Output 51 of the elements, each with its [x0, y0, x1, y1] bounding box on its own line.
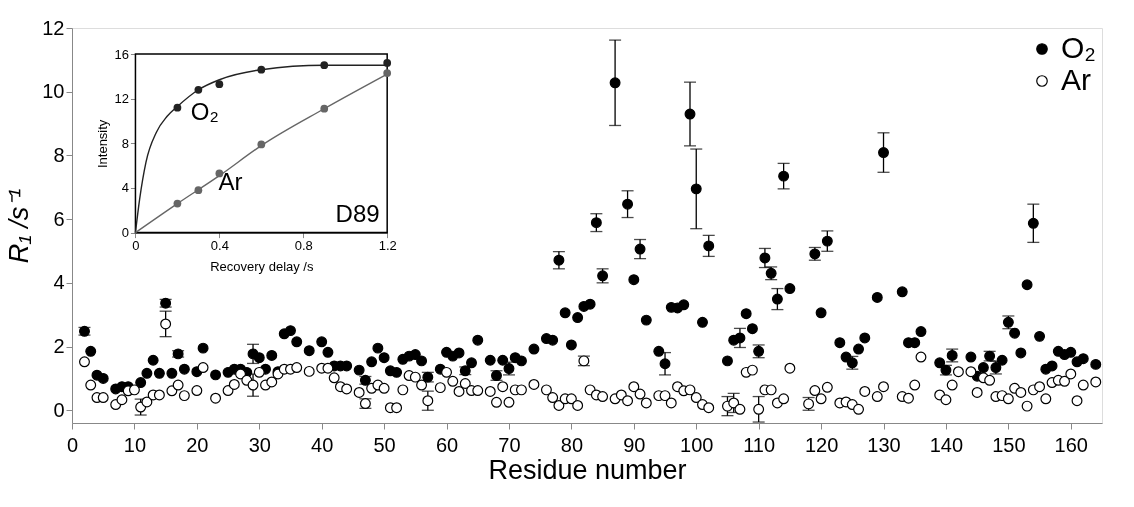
y-tick-label: 16 — [114, 46, 129, 62]
x-tick-label: 50 — [373, 433, 396, 456]
x-tick-label: 130 — [867, 433, 901, 456]
x-tick-label: 70 — [498, 433, 521, 456]
point — [257, 65, 266, 74]
x-tick-label: 100 — [680, 433, 714, 456]
x-axis-title: Recovery delay /s — [210, 259, 314, 275]
x-tick-label: 160 — [1054, 433, 1088, 456]
point — [383, 69, 392, 77]
x-tick-label: 20 — [186, 433, 209, 456]
x-tick-label: 60 — [435, 433, 459, 456]
y-tick-label: 10 — [42, 80, 65, 103]
x-tick-label: 90 — [623, 433, 646, 456]
point — [173, 103, 182, 112]
x-tick-label: 0.8 — [294, 238, 313, 254]
point — [194, 85, 203, 94]
y-axis-title: R₁ /s⁻¹ — [4, 188, 35, 264]
y-tick-label: 8 — [53, 143, 65, 166]
x-tick-label: 30 — [248, 433, 271, 456]
legend-label: Ar — [1061, 63, 1092, 96]
x-tick-label: 120 — [804, 433, 839, 456]
x-tick-label: 110 — [743, 433, 776, 456]
y-tick-label: 4 — [121, 180, 129, 196]
x-axis-title: Residue number — [488, 454, 687, 485]
point — [194, 186, 203, 195]
y-axis-title: Intensity — [95, 119, 111, 169]
x-tick-label: 150 — [992, 433, 1026, 456]
x-tick-label: 40 — [311, 433, 334, 456]
x-tick-label: 1.2 — [378, 238, 397, 254]
point — [320, 61, 329, 70]
point — [320, 104, 329, 113]
y-tick-label: 4 — [53, 271, 65, 294]
y-tick-label: 8 — [121, 135, 129, 151]
annotation: O₂ — [190, 97, 219, 125]
y-tick-label: 12 — [42, 16, 65, 39]
y-tick-label: 6 — [53, 207, 65, 230]
x-tick-label: 140 — [929, 433, 964, 456]
point — [383, 59, 392, 67]
point — [215, 80, 224, 89]
point — [173, 199, 182, 208]
annotation: Ar — [218, 167, 243, 195]
y-tick-label: 2 — [53, 335, 65, 358]
point — [257, 140, 266, 149]
x-tick-label: 0.4 — [210, 238, 229, 254]
x-tick-label: 0 — [132, 238, 140, 254]
y-tick-label: 0 — [53, 398, 65, 421]
legend-label: O₂ — [1061, 31, 1096, 64]
annotation: D89 — [335, 199, 380, 227]
y-tick-label: 12 — [114, 91, 129, 107]
x-tick-label: 80 — [560, 433, 584, 456]
y-tick-label: 0 — [121, 225, 129, 241]
